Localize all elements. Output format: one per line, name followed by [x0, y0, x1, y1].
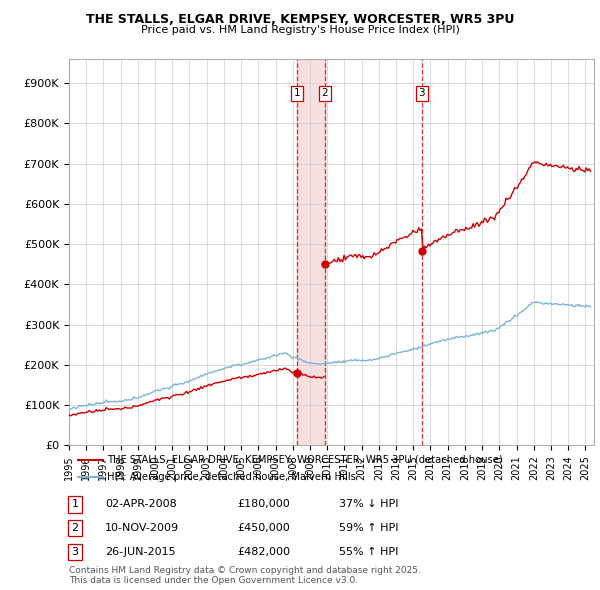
Text: 3: 3 [418, 88, 425, 98]
Text: 3: 3 [71, 547, 79, 556]
Text: 10-NOV-2009: 10-NOV-2009 [105, 523, 179, 533]
Text: £450,000: £450,000 [237, 523, 290, 533]
Text: Price paid vs. HM Land Registry's House Price Index (HPI): Price paid vs. HM Land Registry's House … [140, 25, 460, 35]
Text: Contains HM Land Registry data © Crown copyright and database right 2025.
This d: Contains HM Land Registry data © Crown c… [69, 566, 421, 585]
Text: 2: 2 [71, 523, 79, 533]
Text: 37% ↓ HPI: 37% ↓ HPI [339, 500, 398, 509]
Bar [297, 59, 325, 445]
Text: £482,000: £482,000 [237, 547, 290, 556]
Text: £180,000: £180,000 [237, 500, 290, 509]
Text: 59% ↑ HPI: 59% ↑ HPI [339, 523, 398, 533]
Text: 02-APR-2008: 02-APR-2008 [105, 500, 177, 509]
Text: HPI: Average price, detached house, Malvern Hills: HPI: Average price, detached house, Malv… [107, 472, 356, 482]
Text: 2: 2 [322, 88, 328, 98]
Text: 26-JUN-2015: 26-JUN-2015 [105, 547, 176, 556]
Text: 1: 1 [294, 88, 301, 98]
Text: 1: 1 [71, 500, 79, 509]
Text: THE STALLS, ELGAR DRIVE, KEMPSEY, WORCESTER, WR5 3PU: THE STALLS, ELGAR DRIVE, KEMPSEY, WORCES… [86, 13, 514, 26]
Text: THE STALLS, ELGAR DRIVE, KEMPSEY, WORCESTER, WR5 3PU (detached house): THE STALLS, ELGAR DRIVE, KEMPSEY, WORCES… [107, 455, 503, 465]
Text: 55% ↑ HPI: 55% ↑ HPI [339, 547, 398, 556]
